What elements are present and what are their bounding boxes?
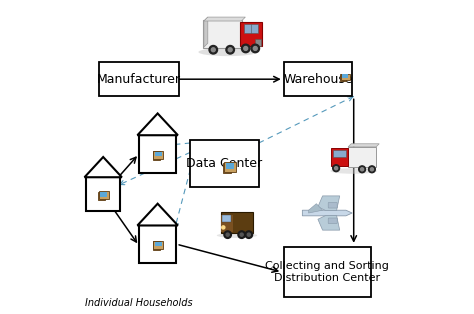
FancyBboxPatch shape (155, 152, 162, 156)
Text: Warehouse: Warehouse (283, 73, 353, 86)
Text: Individual Households: Individual Households (84, 298, 192, 308)
Circle shape (222, 226, 225, 229)
FancyBboxPatch shape (340, 74, 346, 81)
Ellipse shape (217, 233, 257, 238)
FancyBboxPatch shape (328, 218, 337, 224)
Polygon shape (204, 17, 246, 21)
FancyBboxPatch shape (98, 192, 105, 200)
FancyBboxPatch shape (283, 247, 371, 297)
FancyBboxPatch shape (224, 162, 236, 172)
Circle shape (335, 167, 337, 170)
Polygon shape (302, 210, 352, 216)
FancyBboxPatch shape (342, 74, 348, 78)
Circle shape (241, 44, 250, 53)
Circle shape (333, 165, 339, 172)
FancyBboxPatch shape (283, 62, 352, 96)
Circle shape (251, 44, 260, 53)
FancyBboxPatch shape (154, 151, 164, 159)
Circle shape (359, 166, 365, 173)
FancyBboxPatch shape (99, 62, 180, 96)
FancyBboxPatch shape (328, 203, 337, 208)
FancyBboxPatch shape (221, 212, 253, 233)
FancyBboxPatch shape (341, 73, 350, 80)
FancyBboxPatch shape (221, 215, 233, 232)
Circle shape (224, 231, 231, 238)
FancyBboxPatch shape (191, 140, 259, 187)
FancyBboxPatch shape (154, 241, 164, 249)
FancyBboxPatch shape (222, 215, 231, 222)
Ellipse shape (330, 168, 377, 174)
Text: Collecting and Sorting
Distribution Center: Collecting and Sorting Distribution Cent… (265, 261, 389, 283)
Polygon shape (137, 113, 178, 135)
Circle shape (245, 231, 253, 238)
FancyBboxPatch shape (139, 225, 176, 263)
FancyBboxPatch shape (226, 163, 234, 169)
FancyBboxPatch shape (203, 20, 242, 48)
Polygon shape (204, 17, 208, 47)
Polygon shape (309, 204, 323, 213)
Circle shape (361, 168, 364, 171)
Polygon shape (137, 204, 178, 225)
Circle shape (211, 48, 215, 52)
Polygon shape (333, 150, 346, 157)
Polygon shape (348, 144, 379, 147)
Polygon shape (84, 157, 122, 177)
Circle shape (244, 46, 248, 51)
Circle shape (240, 233, 243, 236)
FancyBboxPatch shape (153, 241, 160, 250)
FancyBboxPatch shape (348, 147, 376, 167)
Circle shape (238, 231, 246, 238)
Circle shape (226, 46, 235, 54)
FancyBboxPatch shape (153, 151, 160, 160)
Circle shape (226, 233, 229, 236)
FancyBboxPatch shape (255, 39, 261, 46)
Circle shape (209, 46, 218, 54)
FancyBboxPatch shape (86, 177, 120, 211)
FancyBboxPatch shape (155, 242, 162, 246)
Circle shape (368, 166, 375, 173)
Circle shape (228, 48, 232, 52)
Polygon shape (318, 196, 340, 210)
Ellipse shape (199, 48, 257, 56)
FancyBboxPatch shape (99, 191, 109, 199)
FancyBboxPatch shape (100, 192, 108, 197)
FancyBboxPatch shape (223, 163, 231, 173)
FancyBboxPatch shape (331, 148, 348, 166)
Text: Manufacturer: Manufacturer (97, 73, 181, 86)
Polygon shape (318, 215, 340, 230)
FancyBboxPatch shape (139, 135, 176, 173)
Circle shape (253, 46, 257, 51)
Text: Data Center: Data Center (186, 157, 263, 170)
Circle shape (247, 233, 250, 236)
Circle shape (370, 168, 374, 171)
FancyBboxPatch shape (240, 22, 262, 46)
Polygon shape (244, 24, 258, 33)
